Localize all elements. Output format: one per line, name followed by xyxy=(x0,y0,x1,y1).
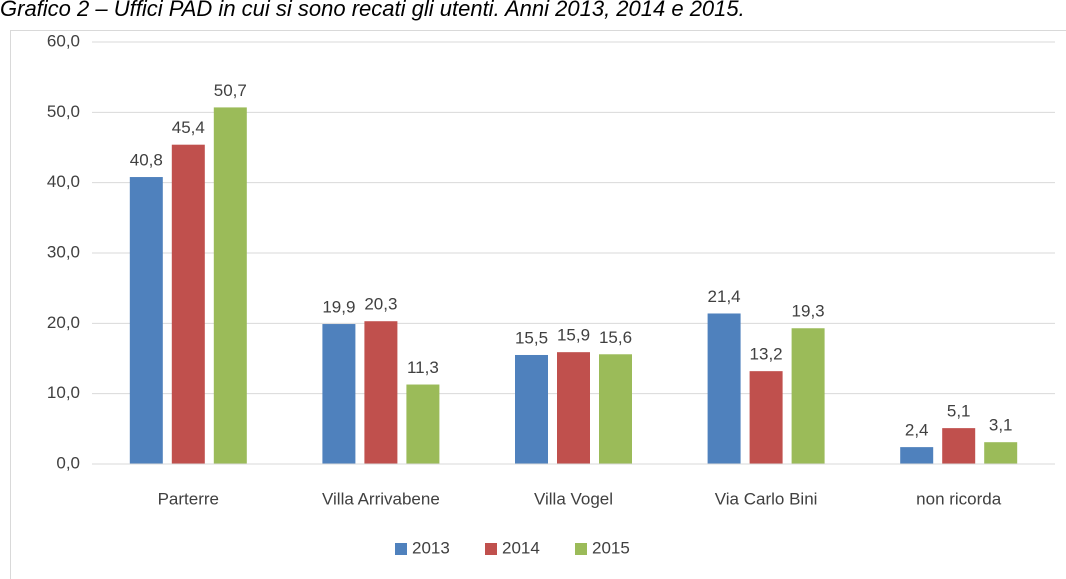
y-tick-label: 50,0 xyxy=(47,102,80,121)
legend-swatch xyxy=(575,543,587,555)
chart-title: Grafico 2 – Uffici PAD in cui si sono re… xyxy=(0,0,745,21)
bar xyxy=(557,352,590,464)
legend-label: 2014 xyxy=(502,538,540,557)
bar xyxy=(322,324,356,464)
bar xyxy=(406,384,440,464)
bar xyxy=(707,313,741,464)
value-label: 3,1 xyxy=(989,416,1013,435)
y-tick-label: 30,0 xyxy=(47,242,80,261)
value-label: 21,4 xyxy=(708,287,741,306)
y-tick-label: 40,0 xyxy=(47,172,80,191)
bar xyxy=(213,107,247,464)
y-tick-label: 20,0 xyxy=(47,313,80,332)
value-label: 13,2 xyxy=(750,345,783,364)
bar xyxy=(364,321,398,464)
bar xyxy=(749,371,783,464)
y-tick-label: 10,0 xyxy=(47,383,80,402)
legend-swatch xyxy=(395,543,407,555)
x-tick-label: Parterre xyxy=(158,489,219,508)
bar xyxy=(515,354,548,464)
value-label: 15,5 xyxy=(515,328,548,347)
bar xyxy=(984,442,1018,464)
bar xyxy=(791,328,825,464)
value-label: 5,1 xyxy=(947,402,971,421)
value-label: 11,3 xyxy=(407,358,439,377)
value-label: 19,3 xyxy=(792,302,825,321)
value-label: 15,9 xyxy=(557,326,590,345)
bar xyxy=(129,177,163,465)
chart-frame xyxy=(10,30,1066,579)
legend-swatch xyxy=(485,543,497,555)
value-label: 45,4 xyxy=(172,118,205,137)
bar xyxy=(900,447,934,464)
value-label: 15,6 xyxy=(599,328,632,347)
legend-label: 2015 xyxy=(592,538,630,557)
y-tick-label: 0,0 xyxy=(56,453,80,472)
x-tick-label: non ricorda xyxy=(916,489,1002,508)
bar xyxy=(599,354,632,464)
value-label: 50,7 xyxy=(214,81,247,100)
value-label: 19,9 xyxy=(322,298,355,317)
value-label: 20,3 xyxy=(364,295,397,314)
bar xyxy=(942,428,976,464)
bar xyxy=(171,144,205,465)
value-label: 2,4 xyxy=(905,421,929,440)
x-tick-label: Villa Vogel xyxy=(534,489,613,508)
x-tick-label: Villa Arrivabene xyxy=(322,489,440,508)
value-label: 40,8 xyxy=(130,151,163,170)
y-tick-label: 60,0 xyxy=(47,31,80,50)
legend-label: 2013 xyxy=(412,538,450,557)
x-tick-label: Via Carlo Bini xyxy=(715,489,818,508)
